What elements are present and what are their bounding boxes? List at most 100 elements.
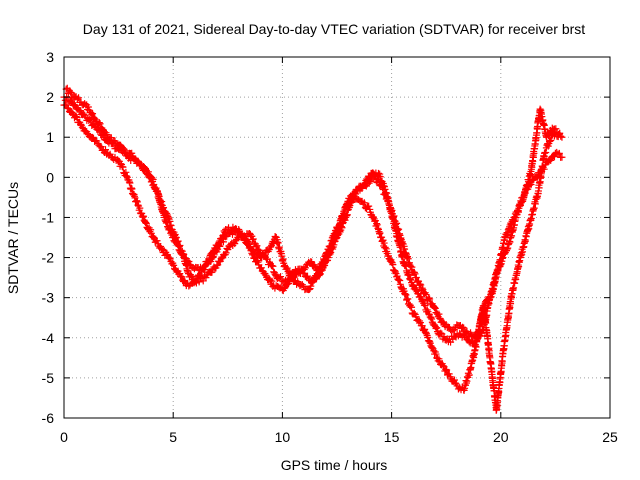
data-point-interp — [304, 272, 312, 280]
data-point-interp — [133, 197, 141, 205]
data-point-interp — [424, 333, 432, 341]
data-point-interp — [383, 194, 391, 202]
data-point-interp — [431, 304, 439, 312]
data-point-interp — [162, 217, 170, 225]
data-point-interp — [384, 197, 392, 205]
data-point-interp — [308, 278, 316, 286]
data-point-interp — [423, 330, 431, 338]
data-point — [401, 290, 409, 298]
data-point — [558, 153, 566, 161]
data-point-interp — [505, 224, 513, 232]
data-point-interp — [486, 294, 494, 302]
data-point-interp — [389, 261, 397, 269]
data-point-interp — [106, 150, 114, 158]
data-point-interp — [321, 261, 329, 269]
data-point-interp — [97, 143, 105, 151]
data-point-interp — [443, 366, 451, 374]
data-point-interp — [185, 258, 193, 266]
data-point-interp — [555, 149, 563, 157]
data-point-interp — [385, 200, 393, 208]
data-point-interp — [432, 350, 440, 358]
data-point-interp — [412, 285, 420, 293]
chart-title: Day 131 of 2021, Sidereal Day-to-day VTE… — [83, 21, 585, 37]
data-point-interp — [142, 219, 150, 227]
data-point-interp — [539, 162, 547, 170]
data-point-interp — [360, 199, 368, 207]
data-point-interp — [406, 275, 414, 283]
data-point — [261, 270, 269, 278]
y-tick-label: -5 — [42, 370, 55, 386]
data-point-interp — [222, 249, 230, 257]
data-point-interp — [516, 202, 524, 210]
data-point-interp — [269, 262, 277, 270]
data-point-interp — [200, 263, 208, 271]
data-point-interp — [232, 237, 240, 245]
data-point-interp — [89, 110, 97, 118]
data-point-interp — [404, 295, 412, 303]
data-point-interp — [130, 155, 138, 163]
data-point-interp — [196, 271, 204, 279]
x-tick-label: 25 — [602, 429, 618, 445]
x-tick-label: 20 — [493, 429, 509, 445]
data-point-interp — [123, 172, 131, 180]
data-point-interp — [317, 267, 325, 275]
data-point-interp — [277, 273, 285, 281]
y-tick-label: -4 — [42, 330, 55, 346]
data-point-interp — [504, 230, 512, 238]
data-point-interp — [552, 125, 560, 133]
data-point-interp — [119, 163, 127, 171]
data-point-interp — [283, 264, 291, 272]
data-point-interp — [140, 212, 148, 220]
data-point-interp — [426, 295, 434, 303]
data-point-interp — [178, 273, 186, 281]
data-point-interp — [268, 277, 276, 285]
data-point-interp — [550, 153, 558, 161]
data-point-interp — [412, 273, 420, 281]
data-point-interp — [233, 225, 241, 233]
data-point-interp — [423, 306, 431, 314]
data-point-interp — [460, 324, 468, 332]
data-point — [213, 262, 221, 270]
y-tick-label: -3 — [42, 290, 55, 306]
data-point-interp — [101, 146, 109, 154]
data-point-interp — [142, 219, 150, 227]
data-point-interp — [73, 114, 81, 122]
data-point — [418, 322, 426, 330]
data-point-interp — [67, 88, 75, 96]
data-point-interp — [504, 226, 512, 234]
data-point-interp — [547, 136, 555, 144]
data-point-interp — [379, 184, 387, 192]
data-point-interp — [417, 281, 425, 289]
data-point-interp — [408, 263, 416, 271]
data-point-interp — [411, 270, 419, 278]
data-point-interp — [75, 94, 83, 102]
data-point-interp — [554, 130, 562, 138]
data-point-interp — [439, 362, 447, 370]
data-point-interp — [547, 156, 555, 164]
data-point-interp — [163, 218, 171, 226]
data-point-interp — [136, 204, 144, 212]
data-point-interp — [404, 270, 412, 278]
data-point — [307, 258, 315, 266]
data-point-interp — [261, 251, 269, 259]
data-point-interp — [120, 145, 128, 153]
data-point-interp — [379, 186, 387, 194]
data-point-interp — [421, 302, 429, 310]
data-point — [556, 129, 564, 137]
data-point-interp — [403, 296, 411, 304]
x-tick-label: 0 — [60, 429, 68, 445]
data-point-interp — [408, 303, 416, 311]
data-point-interp — [133, 198, 141, 206]
data-point-interp — [404, 255, 412, 263]
data-point-interp — [416, 317, 424, 325]
data-point-interp — [330, 241, 338, 249]
data-point-interp — [72, 113, 80, 121]
y-axis-title: SDTVAR / TECUs — [5, 182, 21, 294]
data-point-interp — [122, 168, 130, 176]
data-point-interp — [514, 207, 522, 215]
data-point — [427, 314, 435, 322]
data-point-interp — [153, 237, 161, 245]
data-point-interp — [432, 325, 440, 333]
data-point-interp — [402, 291, 410, 299]
data-point-interp — [96, 120, 104, 128]
